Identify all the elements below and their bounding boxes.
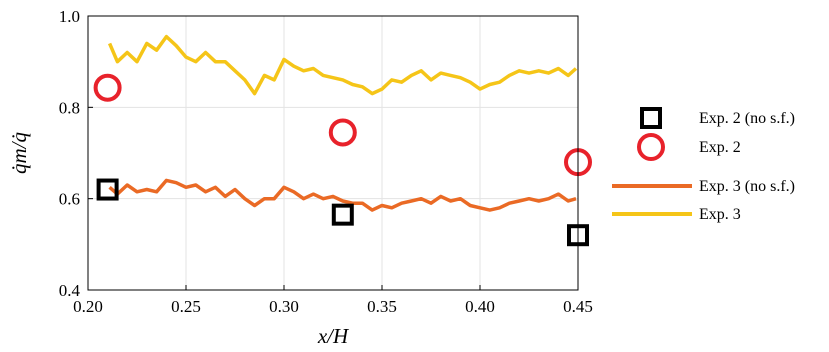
- series-line-2: [108, 178, 577, 212]
- legend: Exp. 2 (no s.f.) Exp. 2 Exp. 3 (no s.f.) Ex…: [612, 107, 795, 223]
- data-point: [96, 178, 119, 201]
- data-point: [93, 73, 122, 102]
- x-tick-label: 0.45: [563, 297, 593, 316]
- y-tick-label: 0.6: [59, 190, 80, 209]
- x-tick-label: 0.40: [465, 297, 495, 316]
- series-lines: [107, 34, 578, 212]
- legend-label: Exp. 2: [699, 139, 741, 156]
- legend-label: Exp. 3 (no s.f.): [699, 178, 795, 195]
- y-tick-label: 0.4: [59, 281, 81, 300]
- grid: [87, 15, 579, 291]
- data-point: [328, 118, 357, 147]
- x-tick-label: 0.35: [367, 297, 397, 316]
- x-axis-label: x/H: [317, 324, 350, 348]
- legend-swatch: [637, 133, 665, 161]
- x-tick-label: 0.25: [171, 297, 201, 316]
- series-markers: [93, 73, 592, 247]
- plot-frame: [87, 15, 579, 291]
- y-tick-label: 1.0: [59, 7, 80, 26]
- y-axis-label: q̇m/q̇: [7, 132, 31, 175]
- x-tick-label: 0.20: [73, 297, 103, 316]
- legend-swatch: [640, 107, 662, 129]
- legend-label: Exp. 2 (no s.f.): [699, 110, 795, 127]
- series-line-3: [107, 34, 578, 96]
- data-point: [331, 203, 354, 226]
- x-tick-label: 0.30: [269, 297, 299, 316]
- legend-label: Exp. 3: [699, 206, 741, 223]
- axis-ticks: 0.20 0.25 0.30 0.35 0.40 0.45 0.4 0.6 0.8 1.0: [59, 7, 593, 316]
- y-tick-label: 0.8: [59, 98, 80, 117]
